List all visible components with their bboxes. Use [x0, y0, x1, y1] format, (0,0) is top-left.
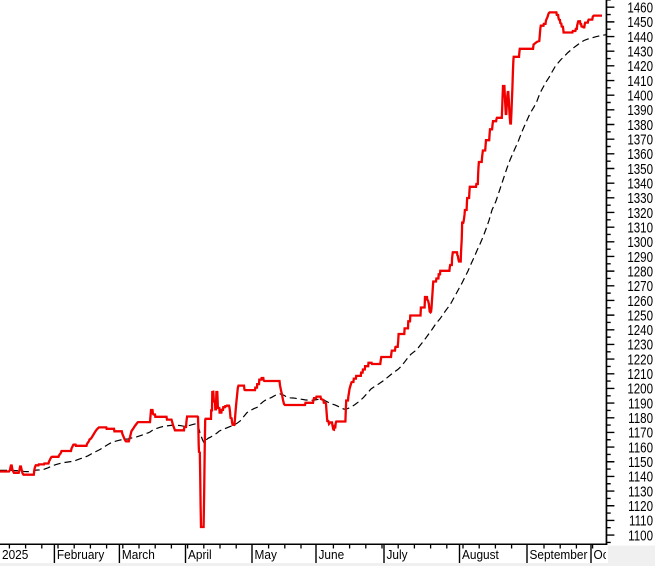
svg-text:1430: 1430 [627, 43, 653, 60]
svg-text:1100: 1100 [628, 527, 653, 544]
svg-text:1160: 1160 [628, 439, 653, 456]
svg-text:1310: 1310 [627, 219, 653, 236]
svg-text:June: June [319, 548, 345, 562]
svg-text:1460: 1460 [627, 0, 653, 16]
svg-text:1370: 1370 [627, 131, 653, 148]
svg-text:1300: 1300 [627, 234, 653, 251]
svg-text:1230: 1230 [627, 336, 653, 353]
svg-text:1400: 1400 [627, 87, 653, 104]
svg-text:October: October [594, 548, 636, 562]
svg-text:1290: 1290 [627, 248, 653, 265]
svg-text:1440: 1440 [627, 28, 653, 45]
svg-text:1420: 1420 [627, 58, 653, 75]
svg-text:1270: 1270 [627, 278, 653, 295]
svg-text:2025: 2025 [2, 548, 29, 562]
svg-text:1190: 1190 [628, 395, 653, 412]
svg-text:1380: 1380 [627, 116, 653, 133]
svg-text:April: April [188, 548, 212, 562]
svg-text:July: July [387, 548, 409, 562]
svg-text:1260: 1260 [627, 292, 653, 309]
svg-text:1410: 1410 [627, 72, 653, 89]
svg-text:1350: 1350 [627, 160, 653, 177]
svg-text:1250: 1250 [627, 307, 653, 324]
svg-text:May: May [255, 548, 278, 562]
svg-text:1210: 1210 [627, 366, 653, 383]
svg-text:1140: 1140 [628, 468, 653, 485]
svg-text:August: August [462, 548, 499, 562]
svg-text:1120: 1120 [628, 498, 653, 515]
svg-text:1320: 1320 [627, 204, 653, 221]
svg-text:1390: 1390 [627, 102, 653, 119]
svg-text:February: February [57, 548, 105, 562]
svg-text:1220: 1220 [627, 351, 653, 368]
svg-text:1130: 1130 [628, 483, 653, 500]
svg-text:1200: 1200 [627, 380, 653, 397]
svg-text:1340: 1340 [627, 175, 653, 192]
svg-text:September: September [530, 548, 588, 562]
svg-text:1150: 1150 [628, 454, 653, 471]
svg-text:1240: 1240 [627, 322, 653, 339]
svg-text:1180: 1180 [628, 410, 653, 427]
svg-text:1450: 1450 [627, 14, 653, 31]
svg-text:1360: 1360 [627, 146, 653, 163]
svg-text:1170: 1170 [628, 424, 653, 441]
svg-text:1330: 1330 [627, 190, 653, 207]
svg-text:1110: 1110 [629, 512, 653, 529]
svg-text:1280: 1280 [627, 263, 653, 280]
svg-text:March: March [122, 548, 155, 562]
